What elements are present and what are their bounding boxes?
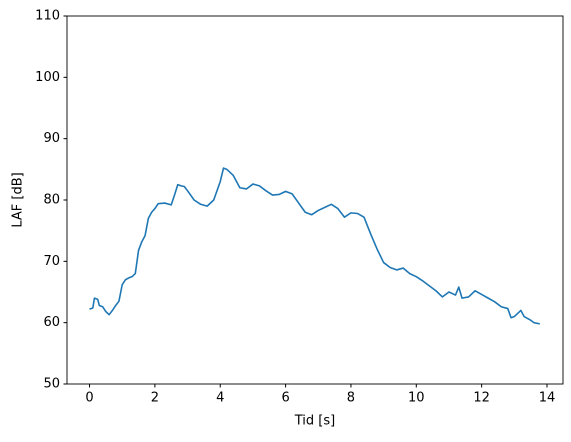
x-tick-label: 2 — [151, 391, 159, 406]
x-axis-label: Tid [s] — [294, 414, 335, 429]
y-tick-label: 90 — [43, 131, 60, 146]
y-tick-label: 80 — [43, 193, 60, 208]
y-tick-label: 50 — [43, 377, 60, 392]
y-tick-label: 60 — [43, 315, 60, 330]
x-tick-label: 8 — [347, 391, 355, 406]
line-series — [89, 167, 540, 325]
x-tick-label: 14 — [539, 391, 556, 406]
x-tick-label: 4 — [216, 391, 224, 406]
y-tick-label: 110 — [35, 9, 60, 24]
y-tick-label: 100 — [35, 70, 60, 85]
x-tick-label: 0 — [85, 391, 93, 406]
x-tick-label: 6 — [281, 391, 289, 406]
y-tick-label: 70 — [43, 254, 60, 269]
plot-frame — [66, 15, 564, 385]
y-axis-label: LAF [dB] — [11, 172, 26, 227]
x-tick-label: 12 — [473, 391, 490, 406]
x-tick-label: 10 — [408, 391, 425, 406]
